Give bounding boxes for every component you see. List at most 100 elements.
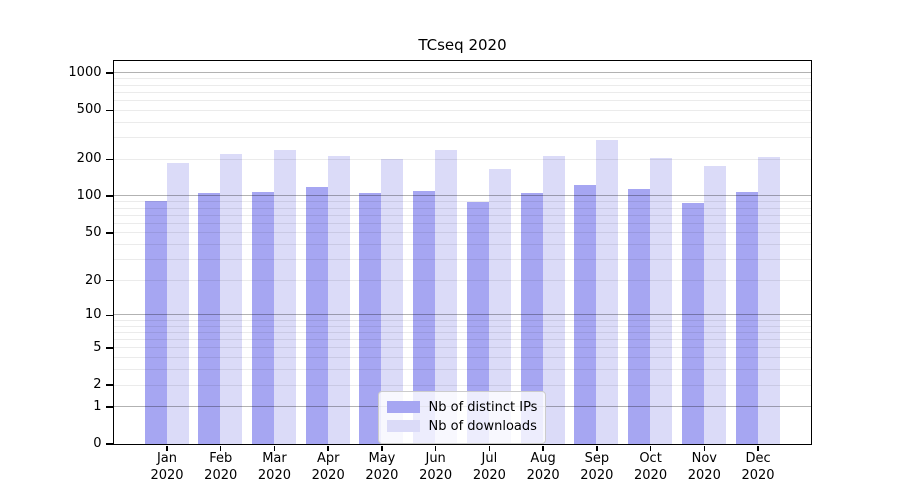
y-tick-200: [105, 158, 113, 161]
y-tick-label-200: 200: [76, 151, 102, 167]
gridline-20: [113, 280, 811, 282]
y-tick-100: [105, 195, 113, 197]
legend-label-downloads: Nb of downloads: [428, 418, 537, 434]
x-tick-label-mar: Mar 2020: [257, 451, 291, 483]
y-tick-label-500: 500: [76, 102, 102, 118]
x-tick-jul: [488, 445, 491, 451]
x-tick-nov: [703, 445, 706, 451]
bar-nb-of-distinct-ips-oct: [628, 189, 651, 444]
gridline-90: [113, 201, 811, 203]
gridline-200: [113, 158, 811, 160]
gridline-700: [113, 91, 811, 93]
grid-layer: [113, 61, 811, 444]
bar-nb-of-downloads-apr: [327, 155, 350, 444]
bar-nb-of-distinct-ips-may: [359, 192, 382, 444]
x-tick-apr: [327, 445, 329, 451]
bar-nb-of-distinct-ips-nov: [681, 202, 704, 444]
bar-nb-of-downloads-nov: [703, 165, 726, 444]
x-tick-label-feb: Feb 2020: [204, 451, 238, 483]
bar-nb-of-downloads-may: [381, 159, 404, 444]
bar-nb-of-distinct-ips-feb: [198, 192, 221, 444]
legend: Nb of distinct IPs Nb of downloads: [377, 390, 546, 444]
bar-nb-of-downloads-feb: [220, 153, 243, 444]
x-tick-label-jan: Jan 2020: [150, 451, 184, 483]
x-tick-label-oct: Oct 2020: [634, 451, 668, 483]
gridline-8: [113, 325, 811, 327]
x-tick-sep: [596, 445, 598, 451]
y-tick-label-5: 5: [93, 339, 102, 355]
y-tick-label-10: 10: [84, 307, 102, 323]
x-tick-label-aug: Aug 2020: [526, 451, 560, 483]
gridline-10: [113, 314, 811, 316]
x-tick-may: [381, 445, 383, 451]
y-tick-1: [105, 406, 113, 408]
bar-nb-of-distinct-ips-jan: [144, 200, 167, 444]
x-tick-label-jun: Jun 2020: [419, 451, 453, 483]
y-tick-label-1000: 1000: [68, 65, 102, 81]
x-tick-label-dec: Dec 2020: [741, 451, 775, 483]
gridline-50: [113, 232, 811, 234]
bar-nb-of-downloads-oct: [650, 157, 673, 444]
x-tick-aug: [542, 445, 544, 451]
y-tick-2: [105, 384, 113, 386]
y-tick-500: [105, 109, 113, 111]
gridline-9: [113, 319, 811, 321]
gridline-100: [113, 195, 811, 197]
gridline-7: [113, 331, 811, 333]
gridline-3: [113, 369, 811, 371]
y-tick-1000: [105, 72, 113, 74]
x-tick-mar: [273, 445, 276, 451]
bar-nb-of-distinct-ips-dec: [735, 191, 758, 444]
y-tick-label-2: 2: [93, 377, 102, 393]
legend-item-downloads: Nb of downloads: [386, 417, 537, 436]
gridline-4: [113, 357, 811, 359]
bar-nb-of-downloads-jul: [488, 168, 511, 444]
x-tick-label-apr: Apr 2020: [311, 451, 345, 483]
gridline-30: [113, 259, 811, 261]
bar-nb-of-downloads-sep: [596, 139, 619, 444]
bars-layer: [114, 61, 811, 444]
gridline-2: [113, 384, 811, 386]
legend-swatch-downloads: [386, 420, 420, 432]
gridline-900: [113, 78, 811, 80]
bar-nb-of-distinct-ips-aug: [520, 192, 543, 444]
legend-item-distinct-ips: Nb of distinct IPs: [386, 398, 538, 417]
chart-title: TCseq 2020: [418, 36, 507, 54]
bar-nb-of-distinct-ips-mar: [251, 191, 274, 444]
bar-nb-of-distinct-ips-sep: [574, 185, 597, 444]
y-tick-label-50: 50: [84, 224, 102, 240]
y-tick-label-1: 1: [93, 398, 102, 414]
legend-label-distinct-ips: Nb of distinct IPs: [428, 399, 538, 415]
x-tick-oct: [649, 445, 652, 451]
y-tick-5: [105, 347, 113, 349]
x-tick-label-nov: Nov 2020: [687, 451, 721, 483]
gridline-800: [113, 84, 811, 86]
y-tick-0: [105, 443, 113, 445]
y-tick-20: [105, 279, 113, 282]
gridline-1000: [113, 72, 811, 74]
gridline-6: [113, 339, 811, 341]
x-tick-jun: [434, 445, 437, 451]
y-tick-label-0: 0: [93, 436, 102, 451]
bar-nb-of-downloads-jan: [166, 162, 189, 444]
bar-nb-of-downloads-aug: [542, 156, 565, 444]
gridline-60: [113, 222, 811, 224]
y-tick-label-100: 100: [76, 188, 102, 204]
legend-swatch-distinct-ips: [386, 401, 420, 413]
y-tick-10: [105, 314, 113, 317]
gridline-70: [113, 214, 811, 216]
gridline-500: [113, 109, 811, 111]
gridline-40: [113, 244, 811, 246]
y-tick-label-20: 20: [84, 272, 102, 288]
bar-nb-of-distinct-ips-apr: [305, 187, 328, 444]
x-tick-label-sep: Sep 2020: [580, 451, 614, 483]
bar-nb-of-distinct-ips-jun: [413, 190, 436, 444]
gridline-600: [113, 99, 811, 101]
x-tick-label-may: May 2020: [365, 451, 399, 483]
gridline-80: [113, 207, 811, 209]
x-tick-label-jul: Jul 2020: [472, 451, 506, 483]
x-tick-feb: [219, 445, 222, 451]
plot-area: Nb of distinct IPs Nb of downloads: [112, 59, 812, 445]
y-tick-50: [105, 232, 113, 234]
